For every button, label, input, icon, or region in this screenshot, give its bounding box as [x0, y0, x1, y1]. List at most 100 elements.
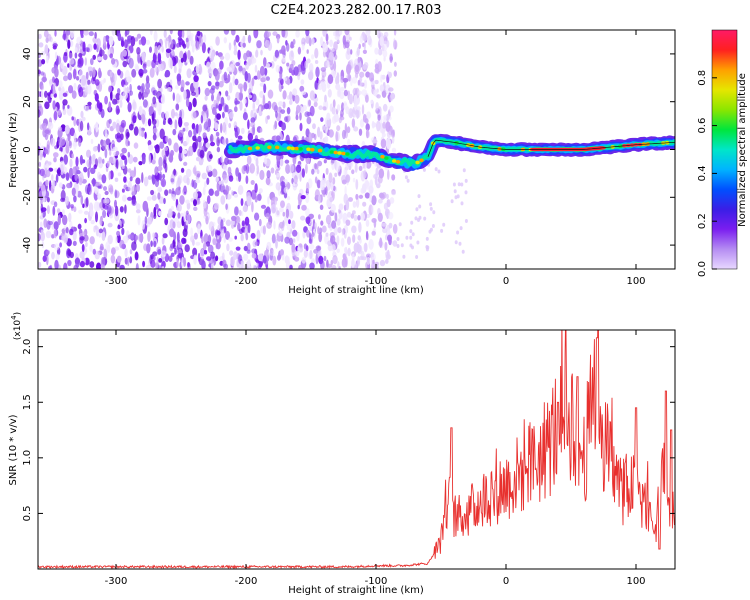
spectrogram-cell: [137, 215, 141, 226]
spectrogram-cell: [246, 195, 252, 207]
spectrogram-cell: [245, 175, 249, 184]
spectrogram-cell: [379, 259, 386, 267]
spectrogram-cell: [388, 87, 394, 92]
spectrogram-cell: [126, 86, 129, 93]
spectrogram-cell: [158, 258, 163, 263]
spectrogram-cell: [112, 146, 118, 152]
spectrogram-cell: [386, 113, 390, 122]
spectrogram-cell: [45, 169, 51, 178]
spectrogram-cell: [156, 90, 162, 100]
spectrogram-cell: [151, 159, 156, 165]
spectrogram-cell: [278, 230, 283, 237]
spectrogram-cell: [164, 146, 168, 151]
spectrogram-cell: [311, 38, 315, 45]
spectrogram-cell: [142, 69, 148, 74]
spectrogram-cell: [159, 128, 165, 140]
spectrogram-cell: [263, 103, 270, 110]
spectrogram-cell: [52, 89, 56, 95]
spectrogram-cell: [148, 106, 154, 115]
spectrogram-cell: [233, 251, 238, 260]
spectrogram-cell: [330, 203, 336, 213]
spectrogram-cell: [124, 69, 130, 81]
spectrogram-cell: [52, 100, 56, 110]
spectrogram-cell: [193, 127, 197, 137]
spectrogram-cell: [303, 243, 308, 250]
spectrogram-cell: [96, 262, 102, 269]
spectrogram-cell: [254, 241, 259, 246]
spectrogram-cell: [88, 104, 92, 110]
spectrogram-cell: [289, 99, 293, 105]
spectrogram-cells: [38, 30, 468, 269]
spectrogram-cell: [385, 121, 391, 132]
spectrogram-cell: [299, 122, 303, 132]
spectrogram-y-axis: -40 -20 0 20 40: [22, 48, 675, 253]
spectrogram-cell: [159, 171, 163, 182]
spectrogram-cell: [415, 255, 419, 259]
spectrogram-cell: [186, 150, 191, 157]
spectrogram-cell: [90, 167, 96, 174]
spectrogram-cell: [348, 93, 354, 105]
spectrogram-cell: [371, 205, 374, 215]
spectrogram-cell: [74, 52, 78, 59]
spectrogram-cell: [165, 111, 169, 120]
spectrogram-cell: [292, 38, 296, 45]
spectrogram-cell: [362, 201, 367, 207]
spectrogram-x-axis: -300 -200 -100 0 100: [105, 30, 646, 287]
spectrogram-cell: [290, 44, 295, 49]
spectrogram-cell: [464, 190, 468, 195]
spectrogram-cell: [38, 118, 41, 129]
spectrogram-cell: [339, 30, 343, 35]
spectrogram-cell: [228, 237, 233, 242]
spectrogram-cell: [141, 220, 146, 230]
spectrogram-cell: [198, 125, 201, 136]
spectrogram-cell: [275, 64, 281, 73]
spectrogram-cell: [123, 176, 127, 183]
spectrogram-ridge-peak: [290, 146, 295, 151]
spectrogram-cell: [258, 110, 263, 117]
spectrogram-cell: [374, 176, 378, 186]
spectrogram-cell: [48, 220, 53, 226]
spectrogram-cell: [193, 232, 198, 240]
spectrogram-cell: [453, 189, 457, 194]
spectrogram-cell: [202, 132, 207, 139]
spectrogram-cell: [52, 76, 56, 83]
spectrogram-cell: [356, 106, 361, 111]
spectrogram-cell: [134, 251, 139, 261]
spectrogram-cell: [216, 113, 222, 120]
spectrogram-cell: [288, 219, 291, 225]
spectrogram-cell: [244, 216, 250, 226]
spectrogram-cell: [89, 209, 94, 217]
spectrogram-cell: [325, 232, 329, 237]
spectrogram-cell: [206, 177, 210, 185]
spectrogram-cell: [266, 170, 271, 179]
spectrogram-cell: [337, 227, 342, 234]
spectrogram-cell: [114, 189, 118, 199]
spectrogram-cell: [394, 61, 397, 67]
spectrogram-cell: [39, 221, 43, 229]
spectrogram-cell: [341, 129, 346, 140]
spectrogram-cell: [115, 236, 118, 244]
spectrogram-cell: [172, 194, 176, 202]
spectrogram-cell: [78, 53, 83, 58]
spectrogram-cell: [305, 192, 310, 204]
spectrogram-cell: [294, 94, 300, 104]
spectrogram-cell: [168, 255, 173, 262]
spectrogram-cell: [429, 202, 433, 207]
spectrogram-cell: [375, 167, 379, 176]
spectrogram-cell: [237, 49, 241, 60]
spectrogram-cell: [340, 86, 345, 92]
spectrogram-cell: [193, 254, 197, 265]
spectrogram-cell: [460, 201, 464, 206]
spectrogram-cell: [459, 226, 463, 231]
spectrogram-cell: [380, 74, 383, 83]
spectrogram-cell: [250, 232, 256, 239]
x-tick-label: -200: [235, 276, 258, 287]
spectrogram-cell: [213, 99, 217, 107]
spectrogram-cell: [147, 231, 151, 243]
spectrogram-cell: [295, 164, 302, 173]
spectrogram-cell: [44, 129, 50, 134]
spectrogram-cell: [38, 103, 42, 109]
spectrogram-cell: [282, 77, 288, 82]
spectrogram-cell: [281, 45, 286, 55]
spectrogram-cell: [63, 51, 68, 57]
